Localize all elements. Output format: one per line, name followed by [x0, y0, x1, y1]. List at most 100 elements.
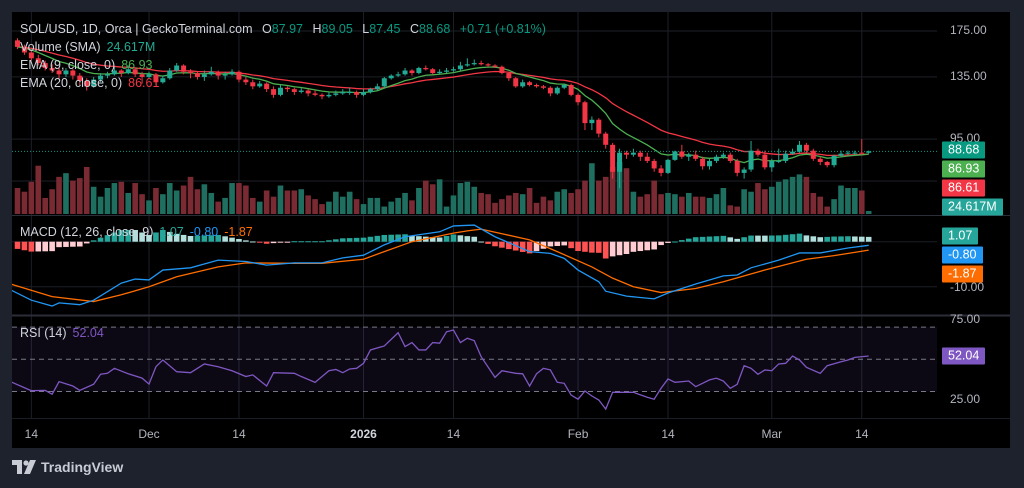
macd-legend[interactable]: MACD (12, 26, close, 9) 1.07 -0.80 -1.87 — [20, 225, 259, 239]
candle — [229, 69, 235, 76]
macd-histogram-bar — [250, 241, 256, 243]
macd-histogram-bar — [734, 238, 740, 242]
candle — [139, 71, 145, 84]
macd-histogram-bar — [243, 240, 249, 242]
macd-histogram-bar — [132, 230, 138, 242]
candle-body — [707, 160, 713, 167]
volume-bar — [651, 180, 657, 214]
price-pane[interactable] — [12, 38, 937, 214]
candle — [700, 156, 706, 170]
macd-histogram-bar — [575, 241, 581, 251]
candle — [499, 65, 505, 75]
volume-tag: 24.617M — [942, 198, 1003, 216]
candle-body — [838, 153, 844, 156]
candle — [146, 71, 152, 79]
candle — [450, 66, 456, 72]
candle — [430, 67, 436, 75]
macd-histogram-bar — [291, 241, 298, 243]
macd-histogram-bar — [762, 235, 768, 242]
macd-histogram-bar — [616, 241, 623, 256]
tradingview-logo[interactable]: TradingView — [12, 459, 123, 475]
macd-histogram-bar — [409, 235, 415, 242]
volume-bar — [256, 201, 263, 214]
volume-bar — [270, 196, 277, 214]
volume-bar — [28, 181, 35, 214]
macd-signal-tag: -1.87 — [942, 265, 983, 283]
candle — [63, 67, 69, 77]
ohlc-open: O87.97 — [262, 22, 303, 36]
symbol-legend[interactable]: SOL/USD, 1D, Orca | GeckoTerminal.com O8… — [20, 22, 552, 36]
price-tick: 175.00 — [950, 23, 987, 37]
candle — [568, 83, 574, 97]
volume-bar — [409, 200, 415, 214]
candle-body — [21, 46, 27, 53]
macd-histogram-bar — [395, 234, 401, 242]
ohlc-close: C88.68 — [410, 22, 450, 36]
candle-body — [208, 71, 214, 75]
macd-pane[interactable] — [11, 224, 872, 307]
macd-histogram-bar — [796, 233, 803, 242]
candle-body — [236, 71, 242, 80]
candle-body — [457, 65, 463, 70]
candle — [271, 86, 277, 98]
volume-bar — [319, 204, 325, 214]
rsi-legend[interactable]: RSI (14) 52.04 — [20, 326, 110, 340]
candle-body — [672, 151, 678, 160]
candle — [77, 73, 83, 85]
candle — [28, 50, 34, 61]
volume-bar — [464, 181, 471, 214]
volume-bar — [589, 163, 595, 214]
macd-histogram-bar — [838, 236, 844, 242]
volume-bar — [436, 179, 443, 214]
candle — [603, 131, 609, 149]
candle — [845, 150, 851, 155]
macd-histogram-bar — [263, 241, 270, 244]
macd-label: MACD (12, 26, close, 9) — [20, 225, 154, 239]
rsi-tag: 52.04 — [942, 347, 986, 365]
macd-histogram-bar — [402, 234, 408, 242]
volume-bar — [755, 183, 761, 214]
candle-body — [831, 155, 837, 166]
symbol-title: SOL/USD, 1D, Orca | GeckoTerminal.com — [20, 22, 253, 36]
candle — [485, 63, 491, 67]
macd-histogram-bar — [222, 236, 228, 242]
volume-bar — [291, 190, 298, 214]
candle — [727, 152, 733, 164]
macd-histogram-bar — [194, 235, 201, 242]
candle-body — [361, 91, 367, 95]
macd-histogram-bar — [277, 241, 284, 243]
volume-legend[interactable]: Volume (SMA) 24.617M — [20, 40, 161, 54]
candle — [208, 66, 214, 76]
rsi-pane[interactable] — [11, 326, 937, 411]
macd-histogram-bar — [83, 241, 90, 244]
macd-histogram-bar — [831, 236, 837, 242]
high-label: H — [312, 22, 322, 36]
candle-body — [430, 69, 436, 74]
candle — [554, 86, 560, 95]
ema20-legend[interactable]: EMA (20, close, 0) 86.61 — [20, 76, 165, 90]
volume-bar — [153, 188, 159, 214]
candle-body — [271, 89, 277, 95]
volume-bar — [727, 205, 734, 214]
candle-body — [42, 63, 48, 68]
macd-histogram-bar — [339, 238, 346, 242]
ohlc-high: H89.05 — [312, 22, 352, 36]
volume-bar — [125, 192, 132, 214]
candle-body — [354, 91, 360, 95]
candle-body — [803, 144, 809, 151]
candle-body — [423, 67, 429, 70]
volume-bar — [326, 201, 332, 214]
volume-bar — [111, 183, 118, 214]
volume-bar — [346, 191, 353, 214]
volume-bar — [236, 183, 242, 214]
ema9-legend[interactable]: EMA (9, close, 0) 86.93 — [20, 58, 158, 72]
volume-bar — [70, 180, 76, 214]
macd-signal-value: -1.87 — [224, 225, 253, 239]
macd-histogram-bar — [533, 241, 540, 252]
volume-bar — [596, 180, 602, 214]
macd-histogram-bar — [70, 241, 76, 247]
macd-value: -0.80 — [189, 225, 219, 239]
candle — [250, 79, 256, 90]
candle — [762, 150, 768, 170]
